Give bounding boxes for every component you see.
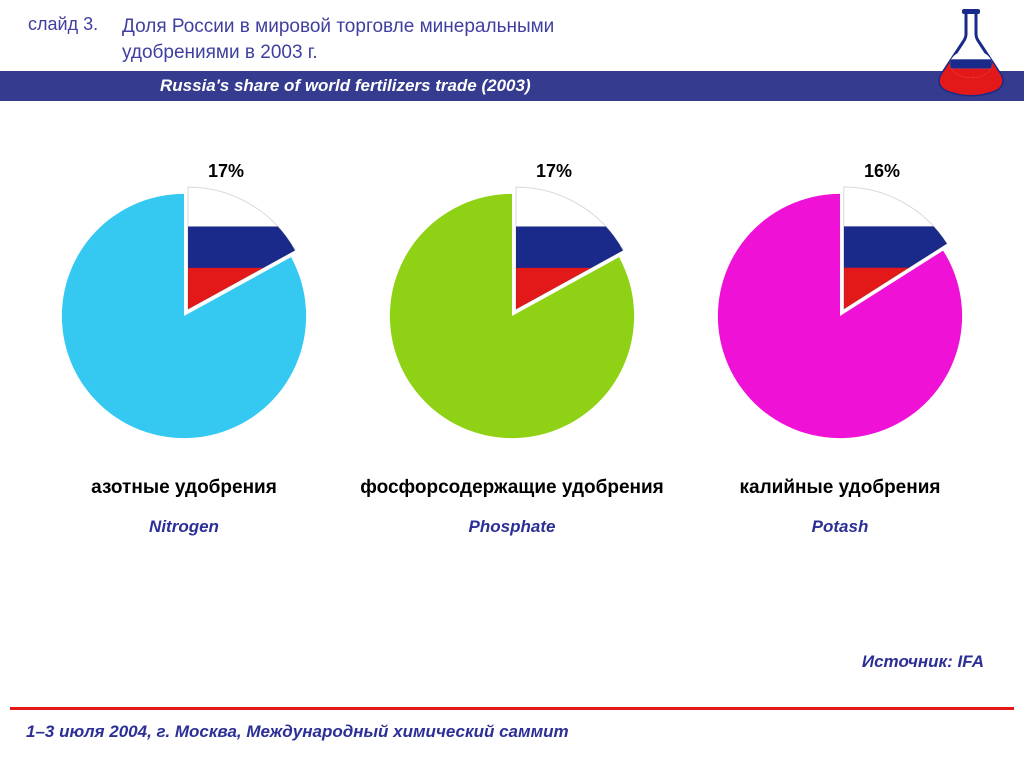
pie-chart (710, 186, 970, 446)
pie-chart (382, 186, 642, 446)
footer-text: 1–3 июля 2004, г. Москва, Международный … (26, 722, 569, 742)
source-text: Источник: IFA (862, 652, 984, 672)
title-ru-line1: Доля России в мировой торговле минеральн… (122, 14, 554, 40)
slide: слайд 3. Доля России в мировой торговле … (0, 0, 1024, 768)
chart-nitrogen: 17% азотные удобрения Nitrogen (29, 161, 339, 537)
label-ru: калийные удобрения (685, 476, 995, 501)
chart-phosphate: 17% фосфорсодержащие удобрения Phosphate (357, 161, 667, 537)
footer-line (10, 707, 1014, 710)
slide-number: слайд 3. (0, 14, 122, 35)
label-en: Potash (685, 517, 995, 537)
title-ru: Доля России в мировой торговле минеральн… (122, 14, 554, 65)
chart-potash: 16% калийные удобрения Potash (685, 161, 995, 537)
charts-row: 17% азотные удобрения Nitrogen 17% фосфорсод… (0, 161, 1024, 537)
pie-chart (54, 186, 314, 446)
pct-label: 17% (357, 161, 667, 182)
logo (932, 8, 1010, 98)
label-ru: фосфорсодержащие удобрения (357, 476, 667, 501)
label-en: Phosphate (357, 517, 667, 537)
label-ru: азотные удобрения (29, 476, 339, 501)
header: слайд 3. Доля России в мировой торговле … (0, 0, 1024, 65)
title-ru-line2: удобрениями в 2003 г. (122, 40, 554, 66)
subtitle-en: Russia's share of world fertilizers trad… (160, 76, 531, 96)
label-en: Nitrogen (29, 517, 339, 537)
pct-label: 16% (685, 161, 995, 182)
pct-label: 17% (29, 161, 339, 182)
subtitle-bar: Russia's share of world fertilizers trad… (0, 71, 1024, 101)
